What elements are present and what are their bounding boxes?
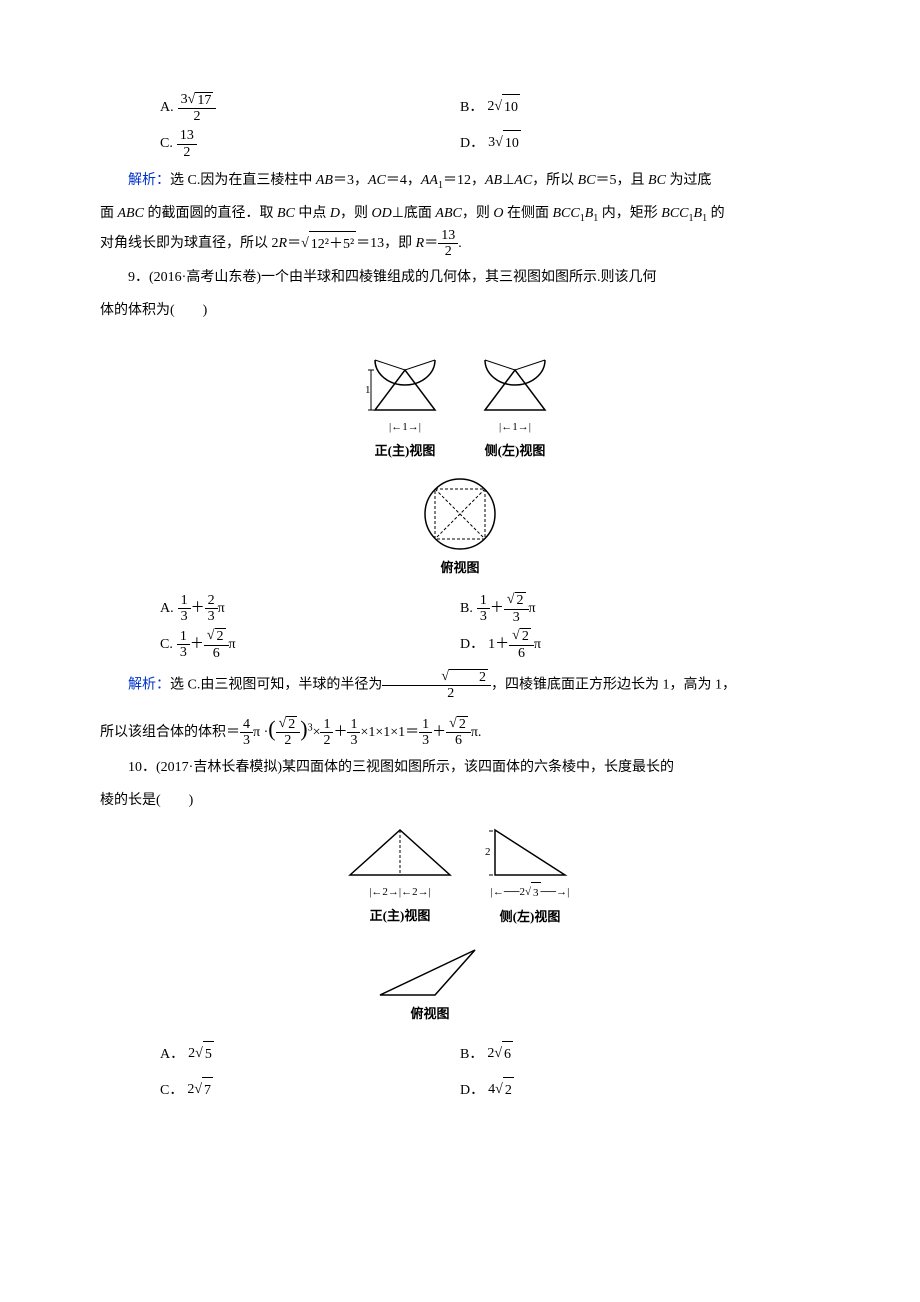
hemisphere-pyramid-front-icon: 1 — [365, 335, 445, 415]
svg-text:1: 1 — [365, 384, 371, 396]
q10-stem2: 棱的长是( ) — [100, 788, 820, 815]
q8-options: A. 3√172 B． 2√10 C. 132 D． 3√10 — [100, 90, 820, 162]
q9-opt-c: C. 13＋√26π — [160, 627, 460, 663]
q9-opt-d: D． 1＋√26π — [460, 627, 760, 663]
q10-opt-d: D． 4√2 — [460, 1073, 760, 1109]
q8-solution: 解析：选 C.因为在直三棱柱中 AB＝3，AC＝4，AA1＝12，AB⊥AC，所… — [100, 168, 820, 195]
solution-label: 解析： — [128, 677, 170, 692]
svg-text:2: 2 — [485, 846, 491, 858]
q9-stem: 9．(2016·高考山东卷)一个由半球和四棱锥组成的几何体，其三视图如图所示.则… — [100, 265, 820, 292]
q9-solution: 解析：选 C.由三视图可知，半球的半径为√22，四棱锥底面正方形边长为 1，高为… — [100, 669, 820, 702]
q8-solution-line3: 对角线长即为球直径，所以 2R＝√12²＋5²＝13，即 R＝132. — [100, 228, 820, 260]
q9-options: A. 13＋23π B. 13＋√23π C. 13＋√26π D． 1＋√26… — [100, 591, 820, 663]
q9-side-view: |← 1 →| 侧(左)视图 — [475, 335, 555, 465]
q9-opt-b: B. 13＋√23π — [460, 591, 760, 627]
q8-opt-b: B． 2√10 — [460, 90, 760, 126]
q10-options: A． 2√5 B． 2√6 C． 2√7 D． 4√2 — [100, 1037, 820, 1109]
triangle-top-icon — [375, 940, 485, 1000]
hemisphere-pyramid-side-icon — [475, 335, 555, 415]
q10-top-view: 俯视图 — [100, 940, 760, 1027]
q10-front-view: |← 2 →|← 2 →| 正(主)视图 — [345, 825, 455, 931]
q8-solution-line2: 面 ABC 的截面圆的直径．取 BC 中点 D，则 OD⊥底面 ABC，则 O … — [100, 201, 820, 228]
q10-side-view: 2 |←── 2√3 ──→| 侧(左)视图 — [485, 825, 575, 931]
q9-top-view: 俯视图 — [100, 474, 820, 581]
opt-letter: C. — [160, 131, 173, 158]
triangle-side-icon: 2 — [485, 825, 575, 880]
q9-stem2: 体的体积为( ) — [100, 298, 820, 325]
solution-label: 解析： — [128, 173, 170, 188]
q9-figures: 1 |← 1 →| 正(主)视图 |← 1 →| 侧(左)视图 俯视图 — [100, 335, 820, 581]
opt-letter: A. — [160, 95, 174, 122]
opt-letter: B． — [460, 95, 483, 122]
q10-opt-b: B． 2√6 — [460, 1037, 760, 1073]
q8-opt-c: C. 132 — [160, 126, 460, 162]
opt-letter: D． — [460, 131, 484, 158]
q8-opt-a: A. 3√172 — [160, 90, 460, 126]
circle-square-top-icon — [420, 474, 500, 554]
q9-front-view: 1 |← 1 →| 正(主)视图 — [365, 335, 445, 465]
q10-stem: 10．(2017·吉林长春模拟)某四面体的三视图如图所示，该四面体的六条棱中，长… — [100, 755, 820, 782]
triangle-front-icon — [345, 825, 455, 880]
q9-opt-a: A. 13＋23π — [160, 591, 460, 627]
q8-opt-d: D． 3√10 — [460, 126, 760, 162]
q10-opt-c: C． 2√7 — [160, 1073, 460, 1109]
q10-opt-a: A． 2√5 — [160, 1037, 460, 1073]
q9-solution-line2: 所以该组合体的体积＝43π ·(√22)3×12＋13×1×1×1＝13＋√26… — [100, 708, 820, 750]
q10-figures: |← 2 →|← 2 →| 正(主)视图 2 |←── 2√3 ──→| 侧(左… — [100, 825, 820, 1027]
